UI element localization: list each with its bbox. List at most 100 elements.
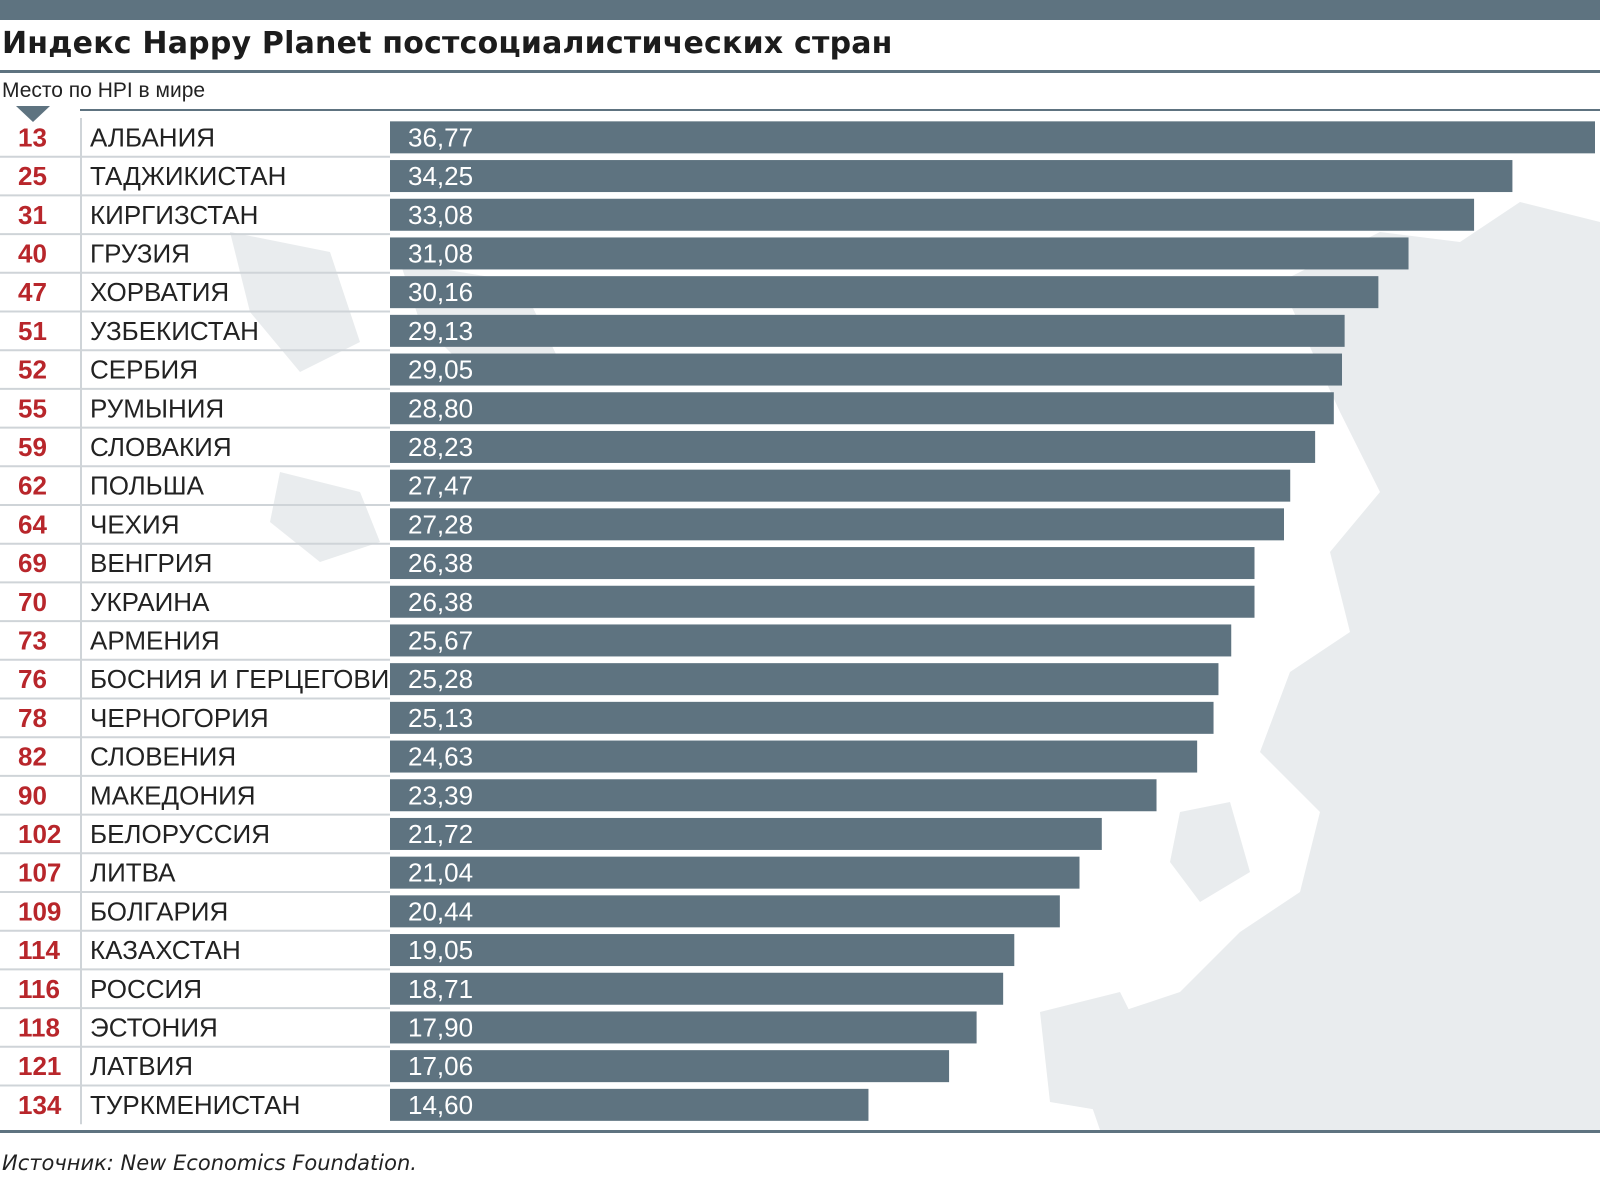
country-label: ПОЛЬША bbox=[90, 471, 205, 501]
country-label: ЧЕРНОГОРИЯ bbox=[90, 703, 269, 733]
value-label: 28,80 bbox=[408, 393, 473, 423]
bar bbox=[390, 1050, 950, 1083]
value-label: 17,06 bbox=[408, 1051, 473, 1081]
country-label: КАЗАХСТАН bbox=[90, 935, 241, 965]
rank-label: 70 bbox=[18, 587, 47, 617]
rank-label: 90 bbox=[18, 780, 47, 810]
rank-label: 78 bbox=[18, 703, 47, 733]
rank-label: 76 bbox=[18, 664, 47, 694]
rank-label: 64 bbox=[18, 509, 47, 539]
rank-label: 51 bbox=[18, 316, 47, 346]
country-label: КИРГИЗСТАН bbox=[90, 200, 258, 230]
rank-label: 62 bbox=[18, 471, 47, 501]
rank-label: 102 bbox=[18, 819, 61, 849]
country-label: АЛБАНИЯ bbox=[90, 122, 215, 152]
rank-label: 69 bbox=[18, 548, 47, 578]
bar bbox=[390, 314, 1345, 347]
country-label: ЧЕХИЯ bbox=[90, 509, 179, 539]
bar bbox=[390, 1088, 869, 1121]
country-label: ЭСТОНИЯ bbox=[90, 1012, 218, 1042]
country-label: УЗБЕКИСТАН bbox=[90, 316, 259, 346]
rank-label: 13 bbox=[18, 122, 47, 152]
rank-label: 121 bbox=[18, 1051, 61, 1081]
bar bbox=[390, 856, 1080, 889]
country-label: МАКЕДОНИЯ bbox=[90, 780, 256, 810]
country-label: ЛАТВИЯ bbox=[90, 1051, 193, 1081]
rank-label: 109 bbox=[18, 896, 61, 926]
country-label: БЕЛОРУССИЯ bbox=[90, 819, 270, 849]
bar bbox=[390, 547, 1255, 580]
country-label: СЛОВАКИЯ bbox=[90, 432, 232, 462]
country-label: СЛОВЕНИЯ bbox=[90, 742, 236, 772]
rank-label: 40 bbox=[18, 238, 47, 268]
value-label: 23,39 bbox=[408, 780, 473, 810]
title-rule bbox=[0, 70, 1600, 73]
rank-column-label: Место по HPI в мире bbox=[2, 79, 206, 102]
bar bbox=[390, 198, 1475, 231]
bar bbox=[390, 430, 1316, 463]
top-accent-bar bbox=[0, 0, 1600, 20]
down-arrow-icon bbox=[16, 106, 50, 122]
rank-label: 118 bbox=[18, 1012, 60, 1042]
country-label: ВЕНГРИЯ bbox=[90, 548, 212, 578]
value-label: 29,05 bbox=[408, 355, 473, 385]
bar bbox=[390, 469, 1291, 502]
value-label: 21,04 bbox=[408, 858, 473, 888]
rank-label: 82 bbox=[18, 742, 47, 772]
bar bbox=[390, 276, 1379, 309]
bar bbox=[390, 895, 1060, 928]
rank-label: 107 bbox=[18, 858, 61, 888]
value-label: 17,90 bbox=[408, 1012, 473, 1042]
value-label: 14,60 bbox=[408, 1090, 473, 1120]
bar bbox=[390, 972, 1004, 1005]
bar bbox=[390, 585, 1255, 618]
bar bbox=[390, 353, 1343, 386]
country-label: ТУРКМЕНИСТАН bbox=[90, 1090, 300, 1120]
bar bbox=[390, 934, 1015, 967]
bar bbox=[390, 624, 1232, 657]
bar bbox=[390, 1011, 977, 1044]
value-label: 25,67 bbox=[408, 625, 473, 655]
rank-label: 73 bbox=[18, 625, 47, 655]
value-label: 34,25 bbox=[408, 161, 473, 191]
rank-label: 114 bbox=[18, 935, 60, 965]
value-label: 30,16 bbox=[408, 277, 473, 307]
country-label: АРМЕНИЯ bbox=[90, 625, 220, 655]
country-label: СЕРБИЯ bbox=[90, 355, 198, 385]
country-label: БОЛГАРИЯ bbox=[90, 896, 228, 926]
country-label: ТАДЖИКИСТАН bbox=[90, 161, 286, 191]
value-label: 33,08 bbox=[408, 200, 473, 230]
rank-label: 31 bbox=[18, 200, 47, 230]
bar bbox=[390, 160, 1513, 193]
source-note: Источник: New Economics Foundation. bbox=[2, 1151, 417, 1175]
rank-label: 47 bbox=[18, 277, 47, 307]
bar bbox=[390, 701, 1214, 734]
value-label: 26,38 bbox=[408, 587, 473, 617]
rank-label: 25 bbox=[18, 161, 47, 191]
value-label: 25,28 bbox=[408, 664, 473, 694]
value-label: 29,13 bbox=[408, 316, 473, 346]
value-label: 27,47 bbox=[408, 471, 473, 501]
bar bbox=[390, 817, 1102, 850]
subtitle-rule bbox=[80, 109, 1600, 111]
value-label: 28,23 bbox=[408, 432, 473, 462]
value-label: 36,77 bbox=[408, 122, 473, 152]
value-label: 25,13 bbox=[408, 703, 473, 733]
bar bbox=[390, 392, 1334, 425]
rank-label: 55 bbox=[18, 393, 47, 423]
bar bbox=[390, 740, 1198, 773]
value-label: 20,44 bbox=[408, 896, 473, 926]
country-label: ХОРВАТИЯ bbox=[90, 277, 229, 307]
country-label: РОССИЯ bbox=[90, 974, 202, 1004]
value-label: 24,63 bbox=[408, 742, 473, 772]
bottom-rule bbox=[0, 1130, 1600, 1133]
bar bbox=[390, 121, 1595, 154]
value-label: 18,71 bbox=[408, 974, 473, 1004]
country-label: ЛИТВА bbox=[90, 858, 176, 888]
rank-label: 116 bbox=[18, 974, 60, 1004]
chart-title: Индекс Happy Planet постсоциалистических… bbox=[2, 26, 893, 61]
country-label: УКРАИНА bbox=[90, 587, 210, 617]
bar bbox=[390, 663, 1219, 696]
rank-label: 52 bbox=[18, 355, 47, 385]
